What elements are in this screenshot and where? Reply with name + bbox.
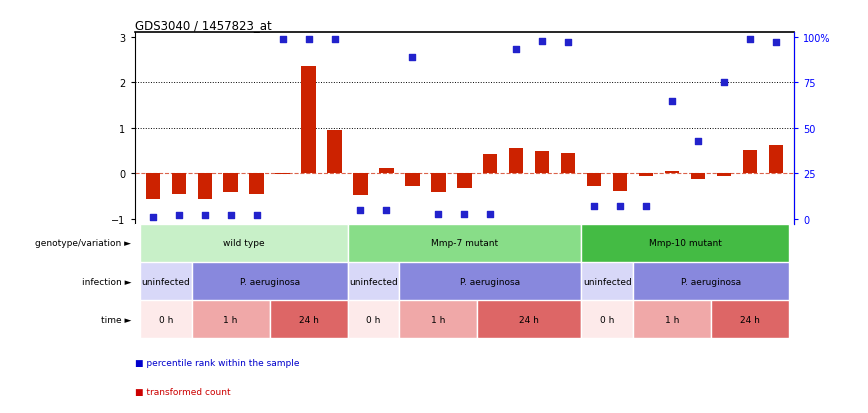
Text: uninfected: uninfected [349, 277, 398, 286]
Bar [665, 172, 680, 174]
Bar [399, 262, 582, 301]
Text: uninfected: uninfected [141, 277, 190, 286]
Bar [457, 174, 471, 189]
Bar [536, 151, 549, 174]
Text: 24 h: 24 h [299, 315, 319, 324]
Point [250, 213, 264, 219]
Text: ■ transformed count: ■ transformed count [135, 387, 230, 396]
Bar [582, 224, 789, 262]
Text: 1 h: 1 h [223, 315, 238, 324]
Text: P. aeruginosa: P. aeruginosa [681, 277, 741, 286]
Bar [633, 262, 789, 301]
Point [562, 40, 575, 46]
Point [639, 204, 653, 210]
Bar [582, 301, 633, 339]
Bar [399, 301, 477, 339]
Bar [691, 174, 706, 180]
Bar [582, 262, 633, 301]
Bar [327, 131, 342, 174]
Bar [172, 174, 186, 195]
Point [405, 55, 419, 62]
Text: 24 h: 24 h [519, 315, 539, 324]
Point [327, 36, 341, 43]
Bar [510, 149, 523, 174]
Bar [483, 155, 497, 174]
Text: 0 h: 0 h [600, 315, 615, 324]
Point [146, 214, 160, 221]
Bar [140, 262, 192, 301]
Point [665, 98, 679, 104]
Bar [140, 224, 347, 262]
Point [691, 138, 705, 145]
Bar [431, 174, 445, 192]
Point [743, 36, 757, 43]
Text: Mmp-10 mutant: Mmp-10 mutant [648, 239, 721, 248]
Bar [711, 301, 789, 339]
Point [379, 207, 393, 214]
Point [224, 213, 238, 219]
Point [276, 36, 290, 43]
Point [431, 211, 445, 217]
Text: 0 h: 0 h [159, 315, 173, 324]
Point [510, 47, 523, 54]
Bar [353, 174, 368, 196]
Bar [587, 174, 602, 187]
Bar [633, 301, 711, 339]
Point [198, 213, 212, 219]
Bar [140, 301, 192, 339]
Bar [347, 262, 399, 301]
Text: 1 h: 1 h [665, 315, 680, 324]
Bar [249, 174, 264, 195]
Text: time ►: time ► [101, 315, 131, 324]
Bar [192, 301, 270, 339]
Bar [275, 174, 290, 175]
Text: 24 h: 24 h [740, 315, 760, 324]
Text: P. aeruginosa: P. aeruginosa [240, 277, 299, 286]
Point [536, 39, 549, 45]
Point [588, 204, 602, 210]
Bar [270, 301, 347, 339]
Bar [743, 150, 757, 174]
Point [172, 213, 186, 219]
Bar [561, 154, 575, 174]
Bar [477, 301, 582, 339]
Text: wild type: wild type [223, 239, 265, 248]
Point [717, 80, 731, 86]
Bar [301, 67, 316, 174]
Text: 1 h: 1 h [431, 315, 445, 324]
Bar [379, 169, 393, 174]
Text: uninfected: uninfected [582, 277, 632, 286]
Bar [405, 174, 419, 187]
Point [353, 207, 367, 214]
Bar [198, 174, 212, 199]
Point [769, 40, 783, 46]
Point [301, 36, 315, 43]
Bar [769, 146, 783, 174]
Text: infection ►: infection ► [82, 277, 131, 286]
Text: P. aeruginosa: P. aeruginosa [460, 277, 521, 286]
Point [614, 204, 628, 210]
Text: Mmp-7 mutant: Mmp-7 mutant [431, 239, 498, 248]
Text: GDS3040 / 1457823_at: GDS3040 / 1457823_at [135, 19, 272, 32]
Text: 0 h: 0 h [366, 315, 381, 324]
Point [483, 211, 497, 217]
Text: ■ percentile rank within the sample: ■ percentile rank within the sample [135, 358, 299, 368]
Bar [347, 301, 399, 339]
Bar [347, 224, 582, 262]
Bar [639, 174, 654, 176]
Bar [223, 174, 238, 192]
Point [457, 211, 471, 217]
Bar [717, 174, 731, 177]
Bar [613, 174, 628, 191]
Text: genotype/variation ►: genotype/variation ► [36, 239, 131, 248]
Bar [192, 262, 347, 301]
Bar [146, 174, 160, 199]
